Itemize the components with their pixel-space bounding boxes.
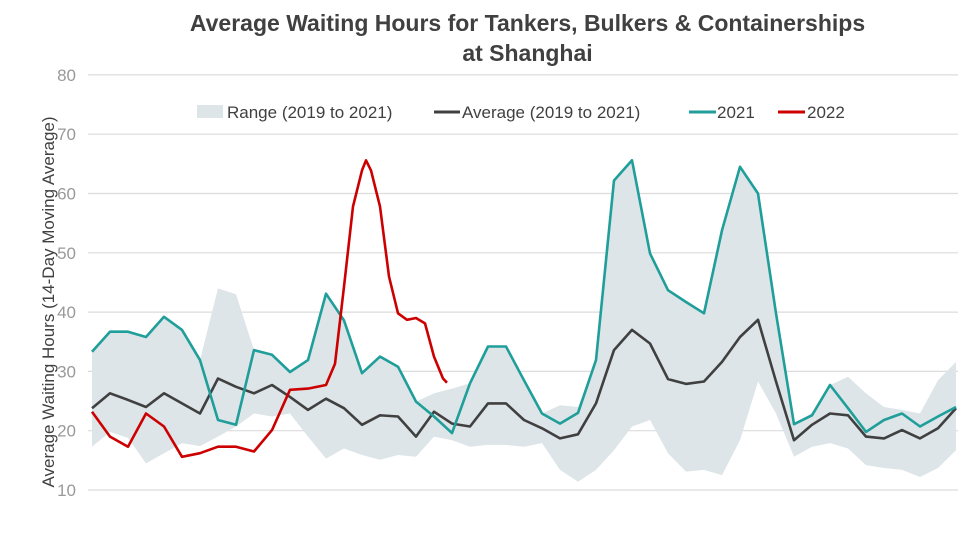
chart-subtitle: at Shanghai — [462, 40, 593, 66]
series-2021-line — [91, 159, 957, 435]
y-tick-label: 50 — [57, 244, 76, 263]
y-tick-label: 10 — [57, 481, 76, 500]
y-tick-label: 80 — [57, 66, 76, 85]
chart-title: Average Waiting Hours for Tankers, Bulke… — [189, 10, 866, 36]
y-tick-label: 60 — [57, 185, 76, 204]
series-2022-line — [90, 159, 448, 459]
legend-2021-label: 2021 — [717, 103, 755, 122]
range-band — [92, 160, 956, 482]
legend-range-label: Range (2019 to 2021) — [227, 103, 392, 122]
y-tick-label: 70 — [57, 125, 76, 144]
series-average-line — [91, 318, 957, 442]
y-tick-label: 30 — [57, 362, 76, 381]
legend-2022-label: 2022 — [807, 103, 845, 122]
legend: Range (2019 to 2021) Average (2019 to 20… — [197, 103, 845, 122]
legend-range-swatch — [197, 105, 223, 118]
y-axis-label: Average Waiting Hours (14-Day Moving Ave… — [39, 116, 58, 487]
y-tick-label: 20 — [57, 422, 76, 441]
y-tick-label: 40 — [57, 303, 76, 322]
legend-average-label: Average (2019 to 2021) — [462, 103, 640, 122]
